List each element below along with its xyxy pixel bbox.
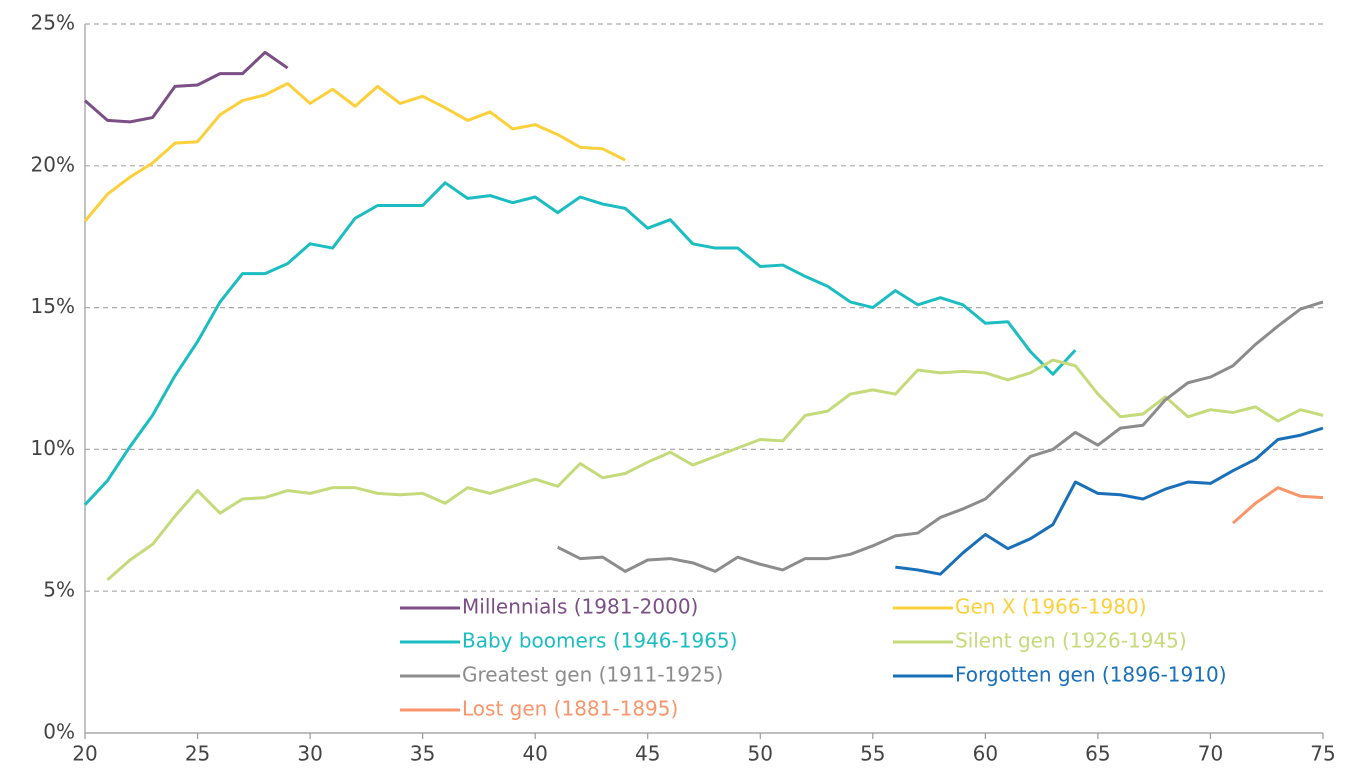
x-tick-label: 75 xyxy=(1310,742,1335,766)
legend-label: Lost gen (1881-1895) xyxy=(462,697,678,721)
x-tick-label: 45 xyxy=(635,742,660,766)
x-tick-label: 25 xyxy=(185,742,210,766)
legend-label: Gen X (1966-1980) xyxy=(955,595,1147,619)
legend-label: Baby boomers (1946-1965) xyxy=(462,629,737,653)
y-tick-label: 0% xyxy=(43,720,75,744)
x-tick-label: 50 xyxy=(748,742,773,766)
x-tick-label: 20 xyxy=(72,742,97,766)
series-line xyxy=(1231,486,1324,525)
series-line xyxy=(106,358,1324,581)
series-line xyxy=(83,82,626,223)
legend-label: Greatest gen (1911-1925) xyxy=(462,663,723,687)
y-tick-label: 20% xyxy=(31,152,75,176)
y-tick-label: 25% xyxy=(31,11,75,35)
y-tick-label: 15% xyxy=(31,294,75,318)
y-tick-label: 5% xyxy=(43,578,75,602)
legend-label: Forgotten gen (1896-1910) xyxy=(955,663,1227,687)
x-tick-label: 60 xyxy=(973,742,998,766)
series-line xyxy=(84,50,289,124)
y-tick-label: 10% xyxy=(31,436,75,460)
x-tick-label: 30 xyxy=(297,742,322,766)
series-line xyxy=(83,181,1077,506)
series-line xyxy=(895,426,1324,576)
x-tick-label: 40 xyxy=(522,742,547,766)
x-tick-label: 65 xyxy=(1085,742,1110,766)
legend-label: Millennials (1981-2000) xyxy=(462,595,698,619)
x-tick-label: 55 xyxy=(860,742,885,766)
series-line xyxy=(557,300,1324,573)
x-tick-label: 70 xyxy=(1198,742,1223,766)
x-tick-label: 35 xyxy=(410,742,435,766)
legend-label: Silent gen (1926-1945) xyxy=(955,629,1187,653)
